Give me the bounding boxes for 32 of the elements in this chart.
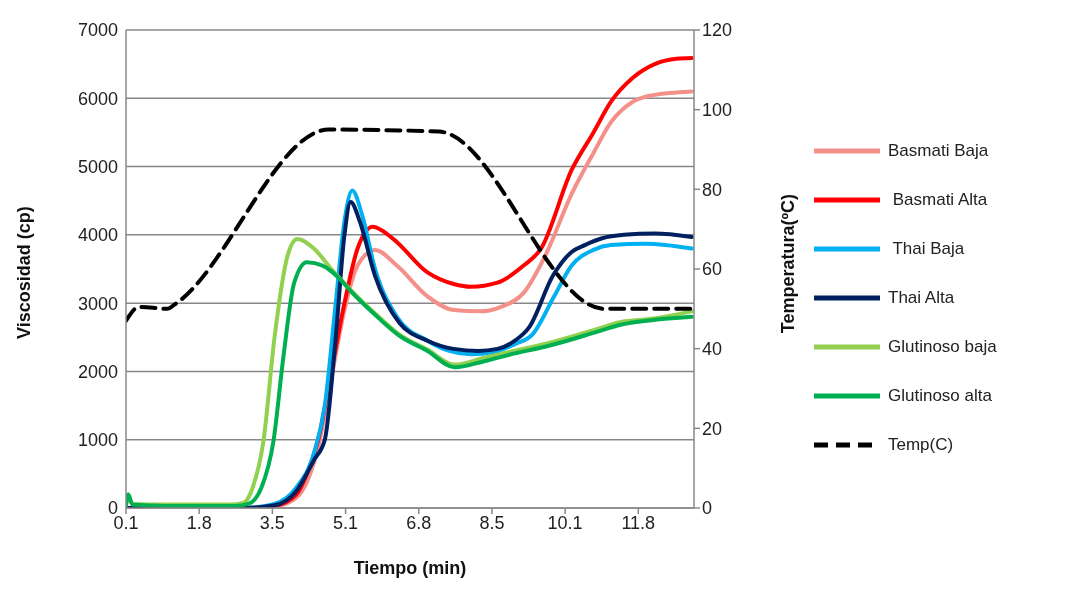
x-tick-label: 3.5 — [259, 512, 285, 533]
y-tick-label: 7000 — [77, 20, 118, 41]
x-tick-label: 1.8 — [186, 512, 212, 533]
legend-label: Thai Baja — [891, 239, 965, 259]
x-tick-label: 10.1 — [547, 512, 583, 533]
y-tick-label: 3000 — [77, 293, 118, 314]
y-tick-label: 6000 — [77, 88, 118, 109]
y2-tick-label: 20 — [702, 418, 723, 439]
legend-label: Basmati Alta — [891, 190, 988, 210]
legend-label: Glutinoso alta — [888, 386, 992, 406]
y2-tick-label: 60 — [702, 259, 723, 280]
y-tick-label: 5000 — [77, 156, 118, 177]
legend-label: Glutinoso baja — [888, 337, 997, 357]
x-tick-label: 6.8 — [406, 512, 432, 533]
y2-tick-label: 0 — [702, 498, 713, 519]
y-axis-title: Viscosidad (cp) — [14, 206, 35, 339]
y-tick-label: 1000 — [77, 430, 118, 451]
x-tick-label: 8.5 — [479, 512, 505, 533]
legend-label: Temp(C) — [888, 435, 954, 455]
y2-tick-label: 80 — [702, 179, 723, 200]
x-axis-title: Tiempo (min) — [353, 558, 467, 578]
line-series — [126, 127, 694, 323]
x-tick-label: 5.1 — [333, 512, 359, 533]
legend-label: Thai Alta — [888, 288, 955, 308]
legend-label: Basmati Baja — [888, 141, 989, 161]
y2-tick-label: 40 — [702, 339, 723, 360]
x-tick-label: 11.8 — [621, 512, 656, 533]
y2-tick-label: 120 — [702, 20, 733, 41]
y-tick-label: 2000 — [77, 361, 118, 382]
y2-axis-title: Temperatura(ºC) — [778, 194, 799, 334]
y-tick-label: 4000 — [77, 225, 118, 246]
y2-tick-label: 100 — [702, 100, 733, 121]
